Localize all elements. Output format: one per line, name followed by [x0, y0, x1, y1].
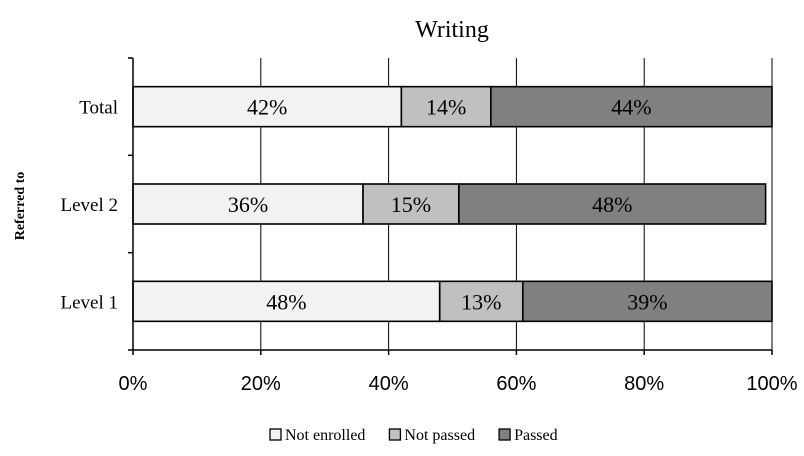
bar-total-passed	[490, 85, 773, 128]
labels: 42% 14% 44% Total 36% 15% 48% Level 2 48% 13% 39% L…	[60, 95, 797, 395]
legend-label-passed: Passed	[514, 427, 558, 444]
data-label: 44%	[611, 95, 651, 120]
x-tick-label: 80%	[624, 373, 664, 395]
x-tick-label: 60%	[496, 373, 536, 395]
legend-label-not-passed: Not passed	[404, 427, 475, 444]
bar-total-not-enrolled	[132, 85, 403, 128]
bar-level-2-not-passed	[362, 183, 460, 225]
data-label: 48%	[592, 192, 632, 217]
data-label: 15%	[391, 192, 431, 217]
bar-level-1-not-enrolled	[132, 280, 441, 323]
category-label: Level 1	[60, 292, 118, 313]
x-tick-label: 20%	[241, 373, 281, 395]
data-label: 14%	[426, 95, 466, 120]
x-tick-label: 40%	[369, 373, 409, 395]
category-label: Level 2	[60, 195, 118, 216]
x-tick-label: 100%	[746, 373, 797, 395]
bars	[132, 85, 773, 323]
legend-swatch-not-enrolled	[269, 428, 282, 441]
legend-swatch-not-passed	[388, 428, 402, 441]
legend: Not enrolled Not passed Passed	[269, 427, 558, 444]
legend-label-not-enrolled: Not enrolled	[285, 427, 365, 444]
legend-swatch-passed	[498, 428, 511, 441]
chart-title: Writing	[415, 17, 489, 43]
data-label: 42%	[247, 95, 287, 120]
data-label: 36%	[228, 192, 268, 217]
data-label: 13%	[461, 289, 501, 314]
bar-level-1-passed	[521, 280, 773, 323]
y-axis-title: Referred to	[13, 172, 28, 241]
bar-level-2-passed	[458, 183, 767, 225]
data-label: 48%	[266, 289, 306, 314]
x-tick-label: 0%	[119, 373, 148, 395]
data-label: 39%	[627, 289, 667, 314]
category-label: Total	[79, 98, 118, 119]
axes	[128, 57, 773, 355]
